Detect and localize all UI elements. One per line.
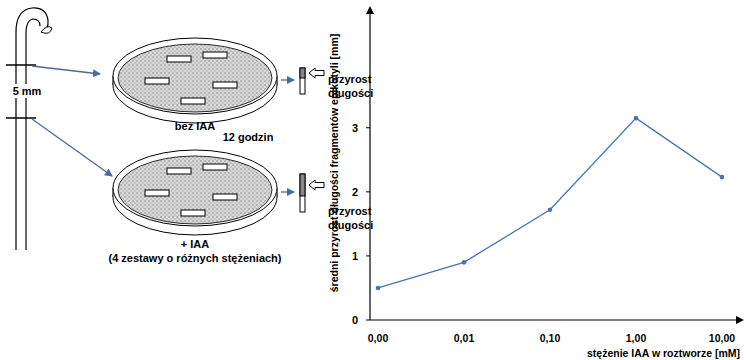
stem-outline (16, 8, 48, 250)
y-tick (366, 191, 370, 192)
dish-medium (118, 44, 272, 112)
cut-line (6, 117, 36, 119)
y-tick (366, 127, 370, 128)
dish-label: bez IAA (175, 120, 215, 132)
arrow (281, 191, 294, 192)
x-tick-label: 1,00 (626, 332, 647, 344)
figure: 5 mmprzyrostdługościbez IAAprzyrostdługo… (0, 0, 749, 360)
epicotyl-fragment (145, 190, 169, 196)
data-point (634, 116, 639, 121)
data-point (376, 286, 381, 291)
arrow (281, 79, 294, 80)
result-fragment (300, 174, 305, 212)
data-series (376, 116, 725, 290)
x-axis (370, 319, 738, 320)
y-axis-title: średni przyrost długości fragmentów epik… (328, 34, 340, 292)
epicotyl-fragment (213, 194, 237, 200)
dish-medium (118, 156, 272, 224)
result-fragment (300, 68, 305, 94)
arrow (32, 66, 100, 74)
epicotyl-fragment (203, 164, 227, 170)
pointer-arrow (309, 68, 324, 78)
y-tick-label: 2 (352, 186, 358, 198)
data-point (462, 260, 467, 265)
y-axis-arrow (366, 6, 374, 14)
diagram: 5 mmprzyrostdługościbez IAAprzyrostdługo… (6, 8, 373, 264)
dish-sublabel: (4 zestawy o różnych stężeniach) (109, 252, 282, 264)
x-tick-label: 10,00 (709, 332, 735, 344)
pointer-arrow (309, 180, 324, 190)
growth-part (300, 68, 305, 78)
stem-label: 5 mm (13, 85, 42, 97)
dish-label: + IAA (181, 238, 209, 250)
cut-line (6, 64, 36, 66)
chart: 0 1 2 3 0,00 0,01 0,10 1,00 10,00 stężenie IAA w … (328, 6, 744, 359)
epicotyl-fragment (181, 210, 205, 216)
arrow (32, 119, 112, 176)
epicotyl-fragment (203, 52, 227, 58)
y-axis (369, 12, 370, 320)
epicotyl-fragment (213, 82, 237, 88)
time-label: 12 godzin (223, 131, 274, 143)
data-line (378, 118, 722, 288)
y-tick (366, 320, 370, 321)
y-tick-label: 0 (352, 314, 358, 326)
epicotyl-fragment (145, 78, 169, 84)
dish-top (113, 150, 277, 226)
x-axis-title: stężenie IAA w roztworze [mM] (587, 347, 740, 359)
y-tick-label: 1 (352, 250, 358, 262)
y-tick-label: 3 (352, 122, 358, 134)
y-tick (366, 255, 370, 256)
x-axis-arrow (736, 316, 744, 324)
epicotyl-fragment (167, 56, 191, 62)
label-bg (12, 84, 42, 98)
epicotyl-fragment (167, 168, 191, 174)
epicotyl-fragment (181, 98, 205, 104)
stem-outline (26, 19, 40, 250)
growth-part (300, 174, 305, 196)
dish-top (113, 38, 277, 114)
x-tick-label: 0,01 (454, 332, 475, 344)
x-tick-label: 0,10 (540, 332, 561, 344)
data-point (548, 207, 553, 212)
data-point (720, 175, 725, 180)
stem-leaf (41, 27, 52, 34)
x-tick-label: 0,00 (368, 332, 389, 344)
